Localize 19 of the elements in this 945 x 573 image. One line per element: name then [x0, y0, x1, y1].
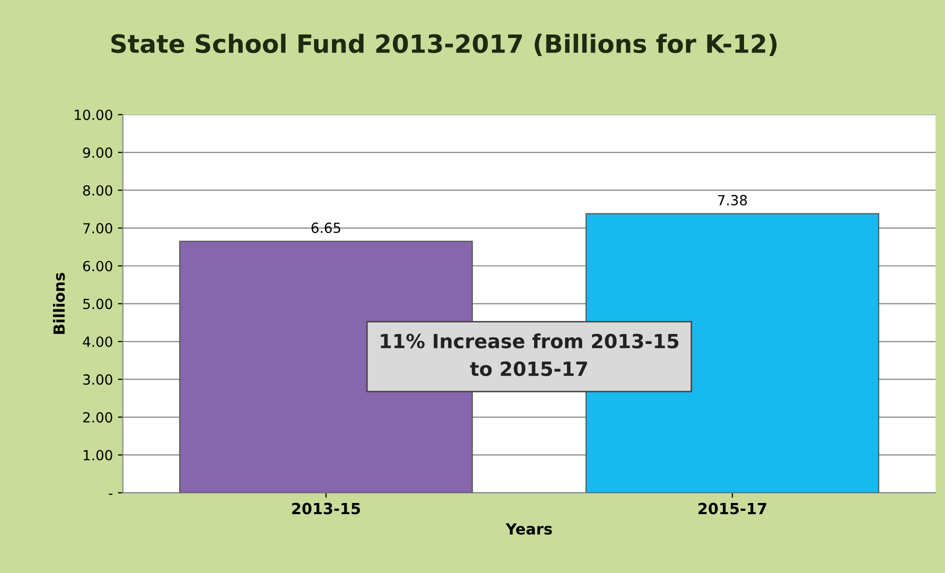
y-tick-label: 2.00 — [83, 412, 112, 423]
y-tick-label: 3.00 — [83, 374, 112, 385]
y-tick-label: 9.00 — [83, 147, 112, 158]
data-label: 7.38 — [718, 194, 747, 206]
x-tick-label: 2013-15 — [292, 502, 360, 514]
y-tick-label: 1.00 — [84, 450, 112, 460]
x-tick-label: 2015-17 — [698, 502, 766, 514]
data-label: 6.65 — [312, 222, 340, 234]
annotation: 11% Increase from 2013-15 to 2015-17 — [380, 333, 678, 376]
y-tick-label: - — [108, 494, 112, 495]
y-tick-label: 10.00 — [74, 110, 112, 120]
y-tick-label: 7.00 — [83, 223, 112, 234]
x-axis-title: Years — [506, 523, 552, 535]
y-tick-label: 5.00 — [83, 298, 112, 310]
chart-title: State School Fund 2013-2017 (Billions for K-12) — [111, 34, 777, 56]
y-tick-label: 6.00 — [83, 260, 112, 272]
y-tick-label: 4.00 — [82, 336, 112, 347]
y-tick-label: 8.00 — [83, 185, 112, 196]
y-axis-title: Billions — [53, 272, 65, 334]
